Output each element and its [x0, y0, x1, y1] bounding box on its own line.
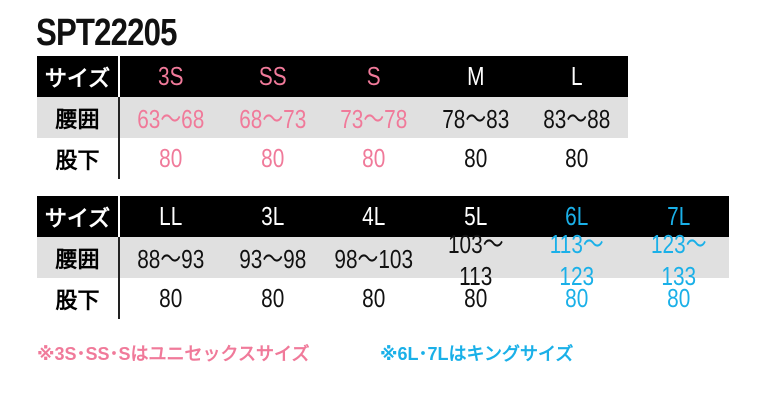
- inseam-cell: 80: [260, 283, 284, 313]
- inseam-cell: 80: [666, 283, 690, 313]
- inseam-cell: 80: [362, 283, 386, 313]
- size-cell: 5L: [463, 201, 487, 231]
- king-size-note: ※6L･7Lはキングサイズ: [380, 344, 574, 364]
- size-label: サイズ: [37, 196, 120, 237]
- waist-row: 腰囲 88〜93 93〜98 98〜103 103〜113 113〜123 123〜133: [37, 229, 729, 291]
- size-table-2: サイズ LL 3L 4L 5L 6L 7L 腰囲 88〜93 93〜98 98〜103 103〜113…: [37, 196, 729, 319]
- size-label: サイズ: [37, 56, 120, 97]
- size-cell: 3S: [158, 61, 184, 91]
- inseam-cell: 80: [159, 283, 183, 313]
- size-cell: SS: [258, 61, 287, 91]
- size-cell: 4L: [362, 201, 386, 231]
- waist-cell: 88〜93: [137, 244, 205, 274]
- inseam-cell: 80: [159, 143, 183, 173]
- waist-cell: 93〜98: [238, 244, 306, 274]
- size-cell: S: [366, 61, 381, 91]
- inseam-cell: 80: [362, 143, 386, 173]
- waist-cell: 63〜68: [137, 104, 205, 134]
- inseam-cell: 80: [463, 283, 487, 313]
- inseam-row: 股下 80 80 80 80 80: [37, 138, 628, 179]
- waist-cell: 68〜73: [238, 104, 306, 134]
- size-cell: 3L: [260, 201, 284, 231]
- size-cell: LL: [159, 201, 183, 231]
- inseam-label: 股下: [37, 138, 120, 179]
- size-row: サイズ 3S SS S M L: [37, 56, 628, 97]
- inseam-cell: 80: [565, 283, 589, 313]
- inseam-cell: 80: [260, 143, 284, 173]
- waist-cell: 98〜103: [334, 244, 414, 274]
- inseam-row: 股下 80 80 80 80 80 80: [37, 278, 729, 319]
- size-table-1: サイズ 3S SS S M L 腰囲 63〜68 68〜73 73〜78 78〜83 83〜88 股下 8…: [37, 56, 628, 179]
- size-cell: L: [570, 61, 583, 91]
- waist-cell: 103〜113: [447, 228, 503, 291]
- size-row: サイズ LL 3L 4L 5L 6L 7L: [37, 196, 729, 237]
- inseam-cell: 80: [565, 143, 589, 173]
- waist-cell: 73〜78: [340, 104, 408, 134]
- size-cell: 6L: [565, 201, 589, 231]
- inseam-label: 股下: [37, 278, 120, 319]
- inseam-cell: 80: [463, 143, 487, 173]
- unisex-note: ※3S･SS･Sはユニセックスサイズ: [37, 344, 310, 364]
- waist-cell: 78〜83: [441, 104, 509, 134]
- waist-cell: 123〜133: [650, 228, 706, 291]
- waist-cell: 113〜123: [549, 228, 604, 291]
- waist-label: 腰囲: [37, 237, 120, 278]
- product-code: SPT22205: [36, 12, 178, 54]
- size-cell: M: [466, 61, 484, 91]
- waist-cell: 83〜88: [543, 104, 611, 134]
- waist-label: 腰囲: [37, 97, 120, 138]
- waist-row: 腰囲 63〜68 68〜73 73〜78 78〜83 83〜88: [37, 97, 628, 138]
- size-cell: 7L: [666, 201, 690, 231]
